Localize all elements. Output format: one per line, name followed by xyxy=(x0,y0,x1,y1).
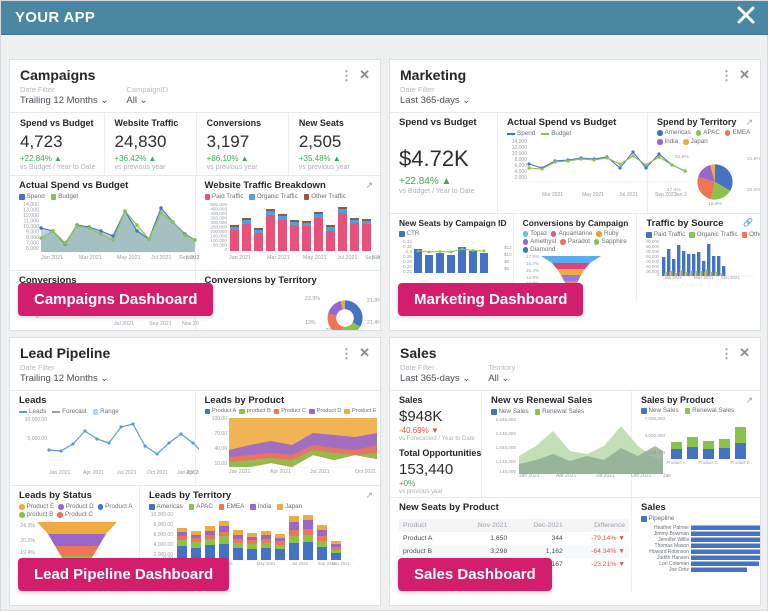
svg-text:19.4%: 19.4% xyxy=(20,550,35,556)
svg-text:2,000: 2,000 xyxy=(514,175,527,181)
svg-text:14.6%: 14.6% xyxy=(526,275,539,280)
svg-text:Mar 2021: Mar 2021 xyxy=(79,255,102,261)
svg-text:21.4%: 21.4% xyxy=(367,320,382,326)
svg-text:2,648,000: 2,648,000 xyxy=(496,417,517,422)
svg-text:24.3%: 24.3% xyxy=(20,523,35,529)
svg-text:0: 0 xyxy=(224,247,227,252)
svg-text:Oct 2021: Oct 2021 xyxy=(147,470,168,476)
svg-text:Jan 2021: Jan 2021 xyxy=(664,275,683,279)
svg-text:May 2021: May 2021 xyxy=(694,275,714,279)
svg-text:Nov 2021: Nov 2021 xyxy=(371,255,381,261)
svg-text:May 2021: May 2021 xyxy=(117,255,141,261)
svg-text:Apr 2021: Apr 2021 xyxy=(83,470,104,476)
svg-text:16.7%: 16.7% xyxy=(526,261,539,266)
svg-text:100.00: 100.00 xyxy=(211,416,227,422)
svg-text:1,148,000: 1,148,000 xyxy=(496,459,517,464)
svg-text:Jul 2021: Jul 2021 xyxy=(292,561,309,566)
svg-text:Sep 2021: Sep 2021 xyxy=(149,321,172,326)
svg-text:1,648,000: 1,648,000 xyxy=(496,445,517,450)
svg-text:Jul 2021: Jul 2021 xyxy=(619,192,638,198)
svg-text:21.8%: 21.8% xyxy=(747,156,761,162)
svg-text:Jul 2021: Jul 2021 xyxy=(151,255,171,261)
svg-text:18.9%: 18.9% xyxy=(708,201,722,206)
svg-text:17.5%: 17.5% xyxy=(526,254,539,259)
svg-text:Jan 2021: Jan 2021 xyxy=(229,255,251,261)
svg-text:$8: $8 xyxy=(504,259,510,264)
svg-text:Product A: Product A xyxy=(666,460,685,465)
svg-text:Jan 2021: Jan 2021 xyxy=(229,469,250,475)
svg-text:16.3%: 16.3% xyxy=(526,268,539,273)
svg-text:Jul 2021: Jul 2021 xyxy=(117,470,137,476)
svg-text:Apr 2021: Apr 2021 xyxy=(270,469,291,475)
svg-text:6,000: 6,000 xyxy=(26,246,39,252)
svg-text:Oct 2021: Oct 2021 xyxy=(355,469,376,475)
svg-text:Product E: Product E xyxy=(730,460,749,465)
svg-text:40.00: 40.00 xyxy=(214,446,227,452)
svg-text:20.3%: 20.3% xyxy=(747,187,761,193)
svg-text:$10: $10 xyxy=(504,252,512,257)
svg-text:7,000,300: 7,000,300 xyxy=(645,416,666,421)
svg-text:10,000.00: 10,000.00 xyxy=(25,417,47,423)
svg-text:21.8%: 21.8% xyxy=(367,298,382,304)
svg-text:13%: 13% xyxy=(305,320,316,326)
svg-text:0: 0 xyxy=(657,272,660,277)
svg-text:Product C: Product C xyxy=(698,460,718,465)
svg-text:21.6%: 21.6% xyxy=(675,154,689,160)
svg-text:17.4%: 17.4% xyxy=(667,187,681,193)
svg-text:4,000.00: 4,000.00 xyxy=(154,542,174,548)
svg-text:Joe Ortiz: Joe Ortiz xyxy=(669,567,690,573)
svg-text:Jul 2021: Jul 2021 xyxy=(310,469,330,475)
svg-text:20.2%: 20.2% xyxy=(20,538,35,544)
svg-text:Mar 2021: Mar 2021 xyxy=(542,192,563,198)
svg-text:Jan 2021: Jan 2021 xyxy=(41,255,63,261)
svg-text:10,000.00: 10,000.00 xyxy=(151,512,173,518)
svg-text:Jul 2021: Jul 2021 xyxy=(337,255,357,261)
svg-text:Nov 2021: Nov 2021 xyxy=(332,561,351,566)
svg-text:10.00: 10.00 xyxy=(214,461,227,467)
svg-text:70.00: 70.00 xyxy=(214,431,227,437)
svg-text:Jan 2021: Jan 2021 xyxy=(49,470,70,476)
svg-text:2,148,000: 2,148,000 xyxy=(496,431,517,436)
svg-text:$6: $6 xyxy=(504,266,510,271)
svg-text:6,000.00: 6,000.00 xyxy=(154,532,174,538)
svg-text:Mar 2021: Mar 2021 xyxy=(267,255,290,261)
svg-text:Sep 2021: Sep 2021 xyxy=(721,275,740,279)
svg-text:5,000.00: 5,000.00 xyxy=(28,436,48,442)
svg-text:4,000,300: 4,000,300 xyxy=(645,433,666,438)
svg-text:8,000.00: 8,000.00 xyxy=(154,522,174,528)
svg-text:20.8%: 20.8% xyxy=(325,328,340,331)
svg-text:148,000: 148,000 xyxy=(499,469,516,474)
svg-text:1,000,300: 1,000,300 xyxy=(645,450,666,455)
svg-text:May 2021: May 2021 xyxy=(303,255,327,261)
svg-text:May 2021: May 2021 xyxy=(582,192,604,198)
svg-text:0.22: 0.22 xyxy=(403,269,412,274)
svg-text:May 2021: May 2021 xyxy=(257,561,276,566)
svg-text:22.9%: 22.9% xyxy=(305,296,320,302)
svg-text:$12: $12 xyxy=(504,245,512,250)
svg-text:Jul 2021: Jul 2021 xyxy=(114,321,134,326)
